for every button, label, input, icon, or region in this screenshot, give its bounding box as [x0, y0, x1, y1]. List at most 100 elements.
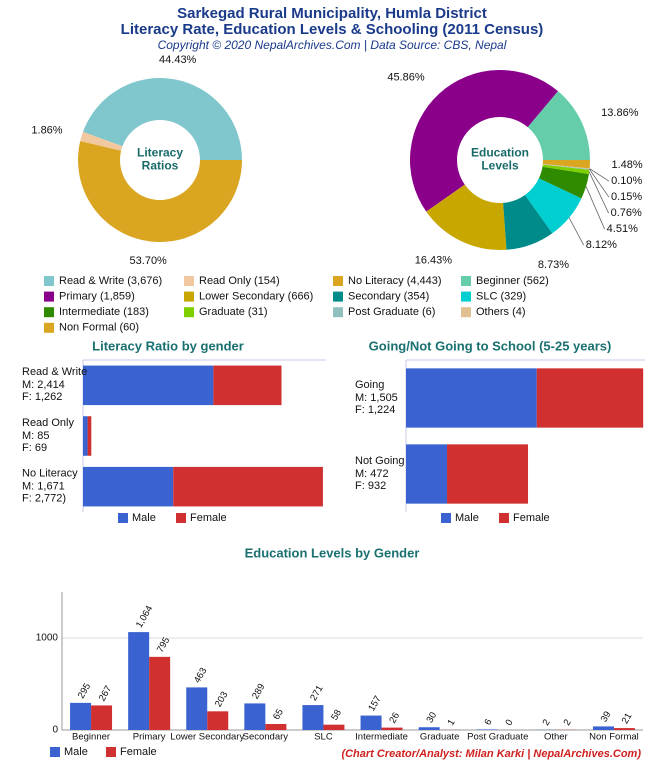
slice-label: 13.86% — [601, 107, 639, 119]
chart-title: Going/Not Going to School (5-25 years) — [369, 338, 612, 353]
bar — [149, 656, 171, 730]
value-label: 26 — [387, 711, 402, 726]
legend-label: Beginner (562) — [476, 275, 549, 287]
pie-slice — [542, 164, 590, 170]
slice-label: 45.86% — [387, 72, 425, 84]
pie-slice — [82, 78, 242, 160]
value-label: 1 — [445, 718, 457, 728]
legend-label: Female — [513, 512, 550, 524]
legend-label: Primary (1,859) — [59, 291, 135, 303]
value-label: 295 — [76, 681, 93, 700]
legend-label: Graduate (31) — [199, 306, 267, 318]
legend-swatch — [106, 747, 116, 757]
x-tick-label: Intermediate — [355, 732, 408, 743]
x-tick-label: Post Graduate — [467, 732, 528, 743]
bar — [186, 687, 208, 730]
slice-label: 0.76% — [611, 207, 642, 219]
x-tick-label: SLC — [314, 732, 333, 743]
legend-label: Others (4) — [476, 306, 526, 318]
chart-title: Education Levels by Gender — [245, 545, 420, 560]
legend-label: Secondary (354) — [348, 291, 429, 303]
value-label: 267 — [97, 684, 114, 703]
legend-swatch — [44, 307, 54, 318]
category-label: Read & Write — [22, 366, 87, 378]
credit: (Chart Creator/Analyst: Milan Karki | Ne… — [341, 748, 641, 760]
leader-line — [568, 217, 585, 246]
bar — [613, 728, 635, 730]
bar-segment — [536, 368, 644, 428]
value-label: 271 — [308, 684, 325, 703]
legend-swatch — [184, 276, 194, 286]
category-label: Going — [355, 379, 384, 391]
leader-line — [589, 169, 610, 198]
bar — [244, 703, 266, 730]
legend-swatch — [184, 291, 194, 302]
title: Sarkegad Rural Municipality, Humla Distr… — [177, 5, 487, 22]
value-label: 463 — [192, 666, 209, 685]
legend-swatch — [44, 276, 54, 286]
slice-label: 1.86% — [31, 125, 62, 137]
slice-label: 44.43% — [159, 54, 197, 66]
value-label: M: 1,505 — [355, 392, 398, 404]
legend-swatch — [461, 291, 471, 302]
value-label: F: 1,224 — [355, 404, 395, 416]
bar — [302, 705, 324, 730]
bar-segment — [83, 416, 88, 456]
legend-label: Male — [455, 512, 479, 524]
value-label: 157 — [366, 694, 383, 713]
slice-label: 53.70% — [130, 255, 168, 267]
center-label: Education — [471, 146, 529, 160]
legend-swatch — [44, 322, 54, 333]
pie-slice — [542, 160, 590, 169]
value-label: 0 — [504, 718, 516, 728]
y-tick-label: 0 — [52, 725, 58, 736]
x-tick-label: Secondary — [243, 732, 289, 743]
value-label: 289 — [250, 682, 267, 701]
category-label: No Literacy — [22, 468, 78, 480]
bar-segment — [87, 416, 92, 456]
legend-swatch — [50, 747, 60, 757]
legend-label: Post Graduate (6) — [348, 306, 435, 318]
value-label: M: 472 — [355, 468, 389, 480]
bar — [476, 729, 498, 730]
pie-slice — [538, 166, 589, 199]
center-label: Ratios — [142, 159, 179, 173]
pie-slice — [409, 69, 558, 212]
bar — [265, 724, 287, 730]
bar — [91, 705, 113, 730]
value-label: 2 — [562, 717, 574, 727]
legend-label: Intermediate (183) — [59, 306, 149, 318]
legend-swatch — [333, 307, 343, 318]
bar — [70, 702, 92, 730]
y-tick-label: 1000 — [36, 633, 59, 644]
value-label: M: 85 — [22, 430, 50, 442]
x-tick-label: Other — [544, 732, 568, 743]
slice-label: 0.10% — [611, 175, 642, 187]
legend-label: No Literacy (4,443) — [348, 275, 442, 287]
bar — [592, 726, 614, 730]
bar-segment — [406, 444, 448, 504]
bar — [128, 632, 150, 730]
value-label: 203 — [213, 690, 230, 709]
bar-segment — [213, 365, 282, 406]
pie-slice — [77, 141, 242, 243]
slice-label: 8.73% — [538, 259, 569, 271]
bar-segment — [83, 365, 214, 406]
bar — [360, 715, 382, 730]
pie-slice — [426, 184, 507, 251]
slice-label: 8.12% — [586, 239, 617, 251]
x-tick-label: Lower Secondary — [170, 732, 244, 743]
bar — [323, 724, 345, 730]
x-tick-label: Graduate — [420, 732, 460, 743]
value-label: 21 — [620, 711, 635, 726]
legend-label: Read Only (154) — [199, 275, 280, 287]
slice-label: 4.51% — [607, 223, 638, 235]
title: Literacy Rate, Education Levels & School… — [121, 21, 544, 38]
value-label: 6 — [483, 717, 495, 727]
legend-label: Male — [64, 746, 88, 758]
value-label: 30 — [424, 710, 439, 725]
value-label: 39 — [599, 710, 614, 725]
bar-segment — [83, 466, 174, 507]
legend-swatch — [441, 513, 451, 523]
x-tick-label: Non Formal — [589, 732, 639, 743]
